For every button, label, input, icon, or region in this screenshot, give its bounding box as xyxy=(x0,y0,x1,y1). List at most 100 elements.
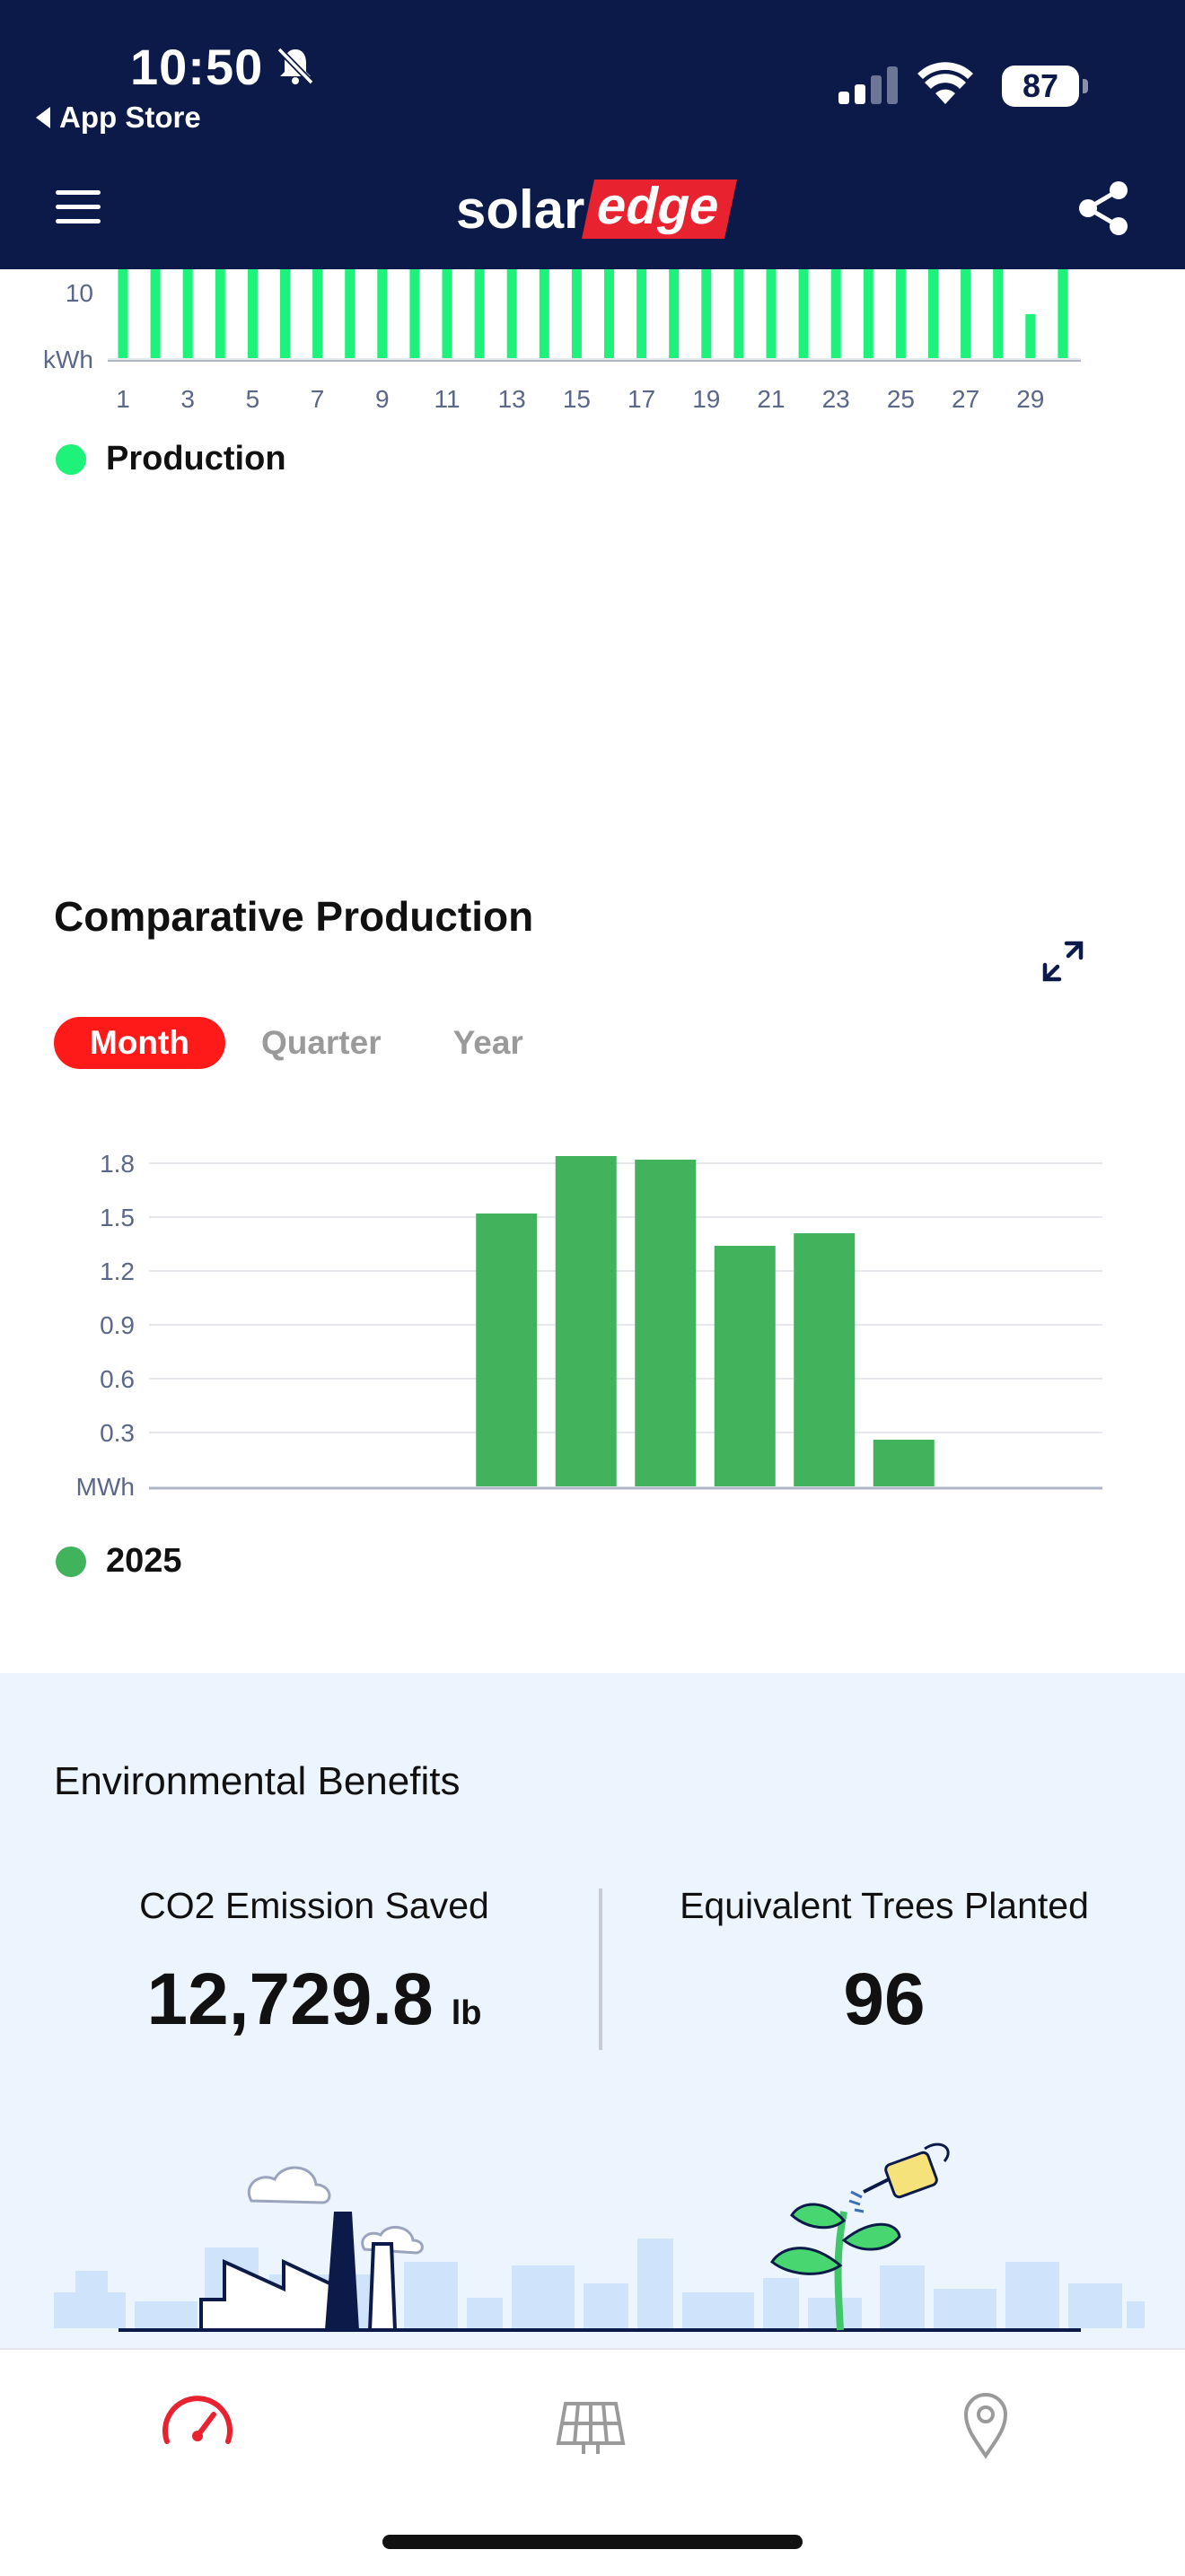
daily-x-tick: 29 xyxy=(1016,385,1044,413)
share-icon[interactable] xyxy=(1077,180,1131,237)
daily-bar-1 xyxy=(118,269,128,361)
daily-bar-27 xyxy=(961,269,971,361)
daily-chart-svg: 10 kWh 1 3 5 7 9 11 13 15 17 19 21 23 25 27 29 xyxy=(43,269,1081,413)
daily-bar-17 xyxy=(636,269,647,361)
tab-year[interactable]: Year xyxy=(452,1024,523,1061)
daily-bar-5 xyxy=(247,269,258,361)
daily-bar-13 xyxy=(506,269,517,361)
daily-bar-4 xyxy=(215,269,225,361)
environment-illustration xyxy=(54,2142,1145,2332)
daily-x-tick: 23 xyxy=(822,385,850,413)
daily-bar-15 xyxy=(571,269,582,361)
daily-x-tick: 27 xyxy=(952,385,979,413)
bar-oct[interactable] xyxy=(873,1440,935,1486)
daily-bar-11 xyxy=(442,269,452,361)
silent-bell-icon xyxy=(276,47,314,85)
home-indicator xyxy=(382,2535,803,2549)
daily-x-tick: 5 xyxy=(246,385,260,413)
daily-bar-16 xyxy=(604,269,614,361)
daily-bar-18 xyxy=(669,269,680,361)
daily-x-tick: 1 xyxy=(116,385,130,413)
environmental-benefits: Environmental Benefits CO2 Emission Save… xyxy=(0,1673,1185,2348)
legend-label-2025: 2025 xyxy=(106,1542,182,1580)
daily-x-tick: 21 xyxy=(757,385,785,413)
trees-label: Equivalent Trees Planted xyxy=(680,1885,1089,1926)
daily-bar-8 xyxy=(345,269,356,361)
daily-bar-26 xyxy=(928,269,938,361)
y-tick-label: 1.5 xyxy=(100,1204,135,1231)
solaredge-logo: solar edge xyxy=(456,177,738,241)
env-title: Environmental Benefits xyxy=(54,1759,461,1803)
co2-label: CO2 Emission Saved xyxy=(139,1885,489,1926)
expand-icon[interactable] xyxy=(1041,940,1084,983)
y-tick-label: 0.9 xyxy=(100,1311,135,1339)
daily-bar-20 xyxy=(733,269,744,361)
bar-may[interactable] xyxy=(476,1214,538,1486)
solar-panel-icon[interactable] xyxy=(553,2386,628,2461)
battery-indicator: 87 xyxy=(1002,66,1088,107)
factory-chimney-2 xyxy=(367,2242,398,2332)
daily-bar-9 xyxy=(377,269,388,361)
daily-x-tick: 13 xyxy=(498,385,526,413)
bar-jul[interactable] xyxy=(635,1160,697,1486)
comparative-legend: 2025 xyxy=(56,1542,182,1581)
daily-bar-6 xyxy=(280,269,290,361)
legend-dot-2025 xyxy=(56,1546,86,1577)
env-divider xyxy=(599,1888,602,2050)
logo-edge-text: edge xyxy=(582,177,738,239)
tab-quarter[interactable]: Quarter xyxy=(260,1024,382,1061)
bar-aug[interactable] xyxy=(714,1246,776,1486)
plant-stem xyxy=(834,2211,847,2331)
co2-saved-block: CO2 Emission Saved 12,729.8 lb xyxy=(54,1885,575,2042)
daily-bar-19 xyxy=(701,269,712,361)
location-pin-icon[interactable] xyxy=(948,2386,1023,2461)
legend-label: Production xyxy=(106,440,286,478)
daily-legend: Production xyxy=(56,440,286,478)
daily-bar-12 xyxy=(474,269,485,361)
daily-x-tick: 9 xyxy=(375,385,390,413)
daily-bar-23 xyxy=(830,269,841,361)
dashboard-gauge-icon[interactable] xyxy=(160,2386,235,2461)
hamburger-icon[interactable] xyxy=(56,190,101,226)
cloud-icon xyxy=(248,2166,331,2204)
co2-unit: lb xyxy=(451,1994,482,2032)
tab-month[interactable]: Month xyxy=(54,1017,225,1069)
co2-value: 12,729.8 xyxy=(146,1958,434,2040)
daily-x-tick: 17 xyxy=(628,385,655,413)
wifi-icon xyxy=(917,62,973,104)
daily-x-tick: 15 xyxy=(563,385,591,413)
back-arrow-icon xyxy=(36,107,50,128)
daily-bar-24 xyxy=(863,269,873,361)
cellular-signal-icon xyxy=(838,66,898,104)
plant-leaf xyxy=(770,2247,843,2275)
y-unit-label: MWh xyxy=(76,1473,135,1501)
comparative-title: Comparative Production xyxy=(54,893,534,940)
daily-bar-10 xyxy=(409,269,420,361)
watering-can-icon xyxy=(848,2142,950,2213)
y-tick-label: 0.3 xyxy=(100,1419,135,1447)
daily-bar-22 xyxy=(798,269,809,361)
daily-x-tick: 25 xyxy=(887,385,915,413)
y-tick-label: 1.2 xyxy=(100,1257,135,1285)
daily-x-tick: 3 xyxy=(180,385,195,413)
trees-value: 96 xyxy=(843,1958,926,2040)
plant-leaf-2 xyxy=(841,2222,901,2251)
period-tabs: Month Quarter Year xyxy=(54,1017,559,1069)
bar-sep[interactable] xyxy=(794,1233,856,1486)
app-header: 10:50 App Store 87 solar edge xyxy=(0,0,1185,269)
daily-bar-21 xyxy=(766,269,777,361)
daily-production-chart: 10 kWh 1 3 5 7 9 11 13 15 17 19 21 23 25 27 29 Product… xyxy=(0,269,1185,494)
back-to-app-store[interactable]: App Store xyxy=(36,101,201,135)
trees-planted-block: Equivalent Trees Planted 96 xyxy=(628,1885,1140,2042)
legend-dot xyxy=(56,443,86,475)
y-tick-label: 1.8 xyxy=(100,1150,135,1178)
daily-x-tick: 7 xyxy=(311,385,325,413)
bar-jun[interactable] xyxy=(555,1156,617,1486)
back-label: App Store xyxy=(59,101,201,134)
daily-bar-28 xyxy=(993,269,1004,361)
daily-x-tick: 11 xyxy=(434,385,460,413)
city-skyline-graphic xyxy=(54,2239,1145,2328)
daily-bar-29 xyxy=(1025,314,1036,361)
